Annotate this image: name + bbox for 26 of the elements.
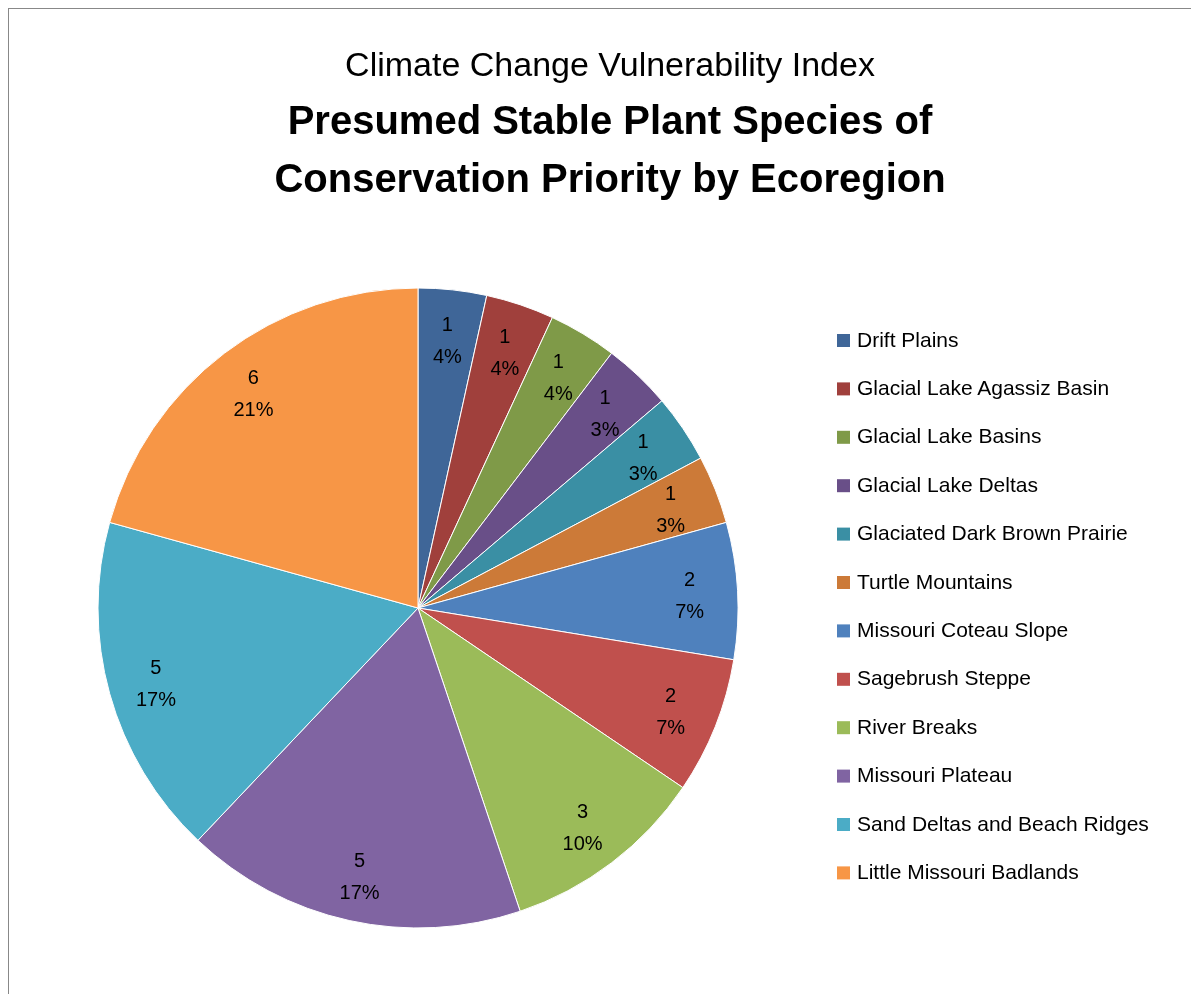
chart-subtitle: Presumed Stable Plant Species of Conservation Priority by Ecoregion (274, 98, 946, 200)
legend-label: Glaciated Dark Brown Prairie (857, 521, 1128, 545)
legend-label: River Breaks (857, 714, 978, 738)
data-label: 5 17% (339, 848, 380, 903)
data-label: 1 3% (590, 385, 620, 440)
legend-label: Glacial Lake Basins (857, 424, 1042, 448)
legend-label: Missouri Plateau (857, 763, 1013, 787)
legend-label: Sand Deltas and Beach Ridges (857, 811, 1149, 835)
data-label: 1 4% (543, 350, 573, 405)
data-label: 1 3% (628, 430, 658, 485)
data-label: 6 21% (233, 366, 274, 421)
legend-label: Little Missouri Badlands (857, 859, 1079, 883)
legend-label: Turtle Mountains (857, 569, 1013, 593)
legend-label: Missouri Coteau Slope (857, 617, 1069, 641)
legend-label: Glacial Lake Agassiz Basin (857, 375, 1110, 399)
data-label: 2 7% (675, 568, 705, 623)
legend-label: Glacial Lake Deltas (857, 472, 1038, 496)
data-label: 1 4% (490, 325, 520, 380)
legend-label: Sagebrush Steppe (857, 666, 1031, 690)
data-label: 2 7% (656, 683, 686, 738)
chart-title: Climate Change Vulnerability Index (345, 45, 875, 83)
data-label: 1 3% (656, 482, 686, 537)
data-label: 5 17% (135, 656, 177, 711)
legend-label: Drift Plains (857, 327, 959, 351)
data-label: 1 4% (432, 312, 463, 367)
data-label: 3 10% (562, 799, 603, 854)
